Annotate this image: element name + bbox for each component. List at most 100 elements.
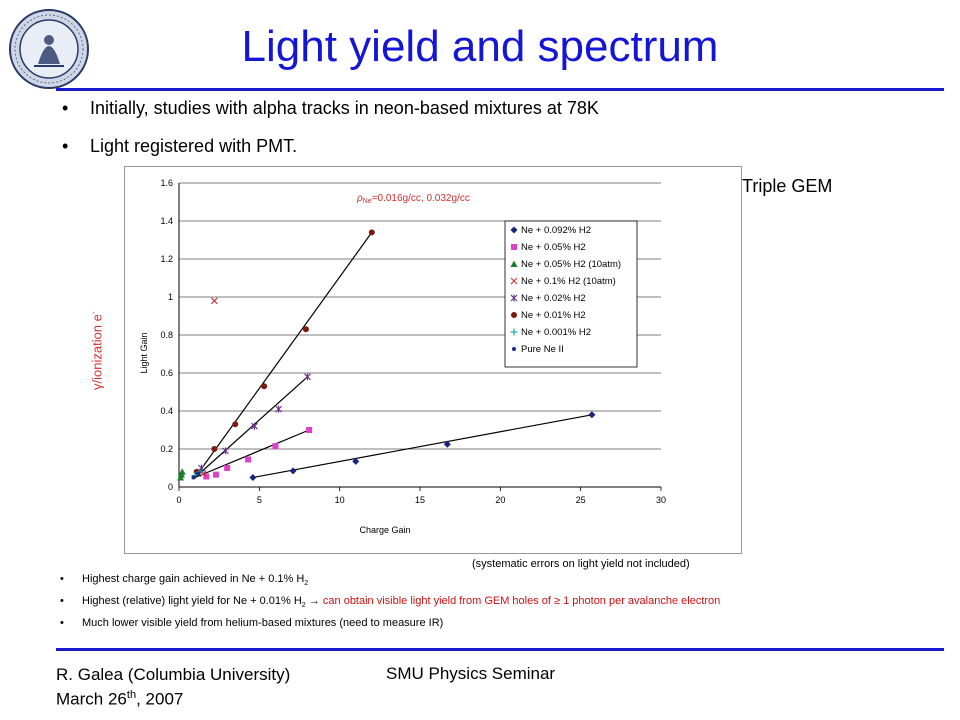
chart-y-tick-label: 0.6 [160, 368, 173, 378]
annotation-sub: Ne [363, 198, 372, 205]
chart-y-tick-label: 1.2 [160, 254, 173, 264]
footer-date-post: , 2007 [136, 689, 184, 709]
annotation-rest: =0.016g/cc, 0.032g/cc [372, 193, 470, 204]
chart-fit-lines [194, 232, 593, 479]
chart-x-tick-label: 15 [415, 495, 425, 505]
chart-fit-line [194, 429, 310, 479]
chart-legend: Ne + 0.092% H2 Ne + 0.05% H2 Ne + 0.05% H2… [504, 220, 638, 368]
chart-point [306, 427, 313, 433]
bottom-bullet-list: • Highest charge gain achieved in Ne + 0.… [60, 572, 720, 638]
chart-point [588, 411, 596, 419]
footer-author-date: R. Galea (Columbia University) March 26t… [56, 664, 290, 710]
chart-point [203, 473, 210, 480]
chart-y-tick-label: 0.2 [160, 444, 173, 454]
top-bullet-list: • Initially, studies with alpha tracks in… [62, 98, 599, 174]
chart-point [510, 328, 518, 336]
triple-gem-note: **Triple GEM [728, 176, 833, 196]
chart-x-label: Charge Gain [359, 525, 410, 535]
chart-point [510, 260, 518, 267]
bottom-bullet-text: Highest charge gain achieved in Ne + 0.1… [82, 573, 305, 585]
chart-y-tick-label: 1.6 [160, 178, 173, 188]
chart-point [224, 465, 231, 471]
chart-point [251, 422, 258, 430]
chart-x-tick-label: 5 [257, 495, 262, 505]
chart-point [249, 474, 257, 481]
chart-point [289, 467, 297, 475]
chart-point [443, 440, 451, 448]
footer-rule [56, 648, 944, 651]
bottom-bullet: • Much lower visible yield from helium-ba… [60, 617, 444, 629]
footer-date: March 26th, 2007 [56, 685, 290, 710]
bottom-bullet-highlight: can obtain visible light yield from GEM … [322, 595, 721, 607]
chart-tick-labels: 0 0.2 0.4 0.6 0.8 1 1.2 1.4 1.6 0 5 10 15 20 25 30 [160, 178, 666, 505]
chart-fit-line [194, 376, 308, 478]
chart-y-tick-label: 0.4 [160, 406, 173, 416]
chart-point [232, 421, 239, 428]
annotation-rho: ρ [356, 193, 363, 204]
legend-entry-label: Ne + 0.05% H2 (10atm) [521, 259, 621, 270]
legend-entry-label: Ne + 0.001% H2 [521, 327, 591, 338]
chart-point [245, 456, 252, 463]
chart-axes [178, 183, 662, 491]
footer-date-pre: March 26 [56, 689, 127, 709]
chart-point [211, 446, 218, 452]
systematic-errors-note: (systematic errors on light yield not in… [472, 558, 690, 570]
legend-entry-label: Ne + 0.02% H2 [521, 293, 586, 304]
legend-entry-label: Ne + 0.05% H2 [521, 242, 586, 253]
chart-point [510, 277, 518, 285]
legend-entry-label: Pure Ne II [521, 344, 564, 355]
bottom-bullet-text: Much lower visible yield from helium-bas… [82, 617, 444, 629]
chart-x-tick-label: 30 [656, 495, 666, 505]
chart-point [191, 475, 196, 480]
chart-point [261, 383, 268, 390]
chart-y-label: Light Gain [139, 332, 149, 373]
light-gain-chart: 0 0.2 0.4 0.6 0.8 1 1.2 1.4 1.6 0 5 10 15 20 25 30 Char… [139, 178, 666, 535]
bottom-bullet: • Highest (relative) light yield for Ne +… [60, 595, 721, 610]
top-bullet-text: Light registered with PMT. [90, 136, 298, 156]
outside-y-label-text: γ/ionization e [89, 314, 105, 390]
outside-y-label: γ/ionization e- [88, 311, 104, 390]
chart-x-tick-label: 25 [576, 495, 586, 505]
bottom-bullet: • Highest charge gain achieved in Ne + 0.… [60, 573, 309, 588]
chart-point [222, 447, 229, 455]
chart-point [196, 471, 201, 476]
chart-fit-line [252, 414, 593, 479]
chart-point [352, 457, 360, 465]
title-rule [56, 88, 944, 91]
chart-y-tick-label: 0 [168, 482, 173, 492]
chart-point [510, 226, 518, 234]
chart-x-tick-label: 20 [495, 495, 505, 505]
chart-point [275, 405, 283, 413]
chart-point [272, 443, 279, 450]
top-bullet-text: Initially, studies with alpha tracks in … [90, 98, 599, 118]
chart-fit-line [194, 232, 373, 478]
footer-seminar: SMU Physics Seminar [386, 664, 556, 683]
chart-point [511, 312, 517, 318]
footer-author: R. Galea (Columbia University) [56, 665, 291, 684]
chart-y-tick-label: 1 [168, 292, 173, 302]
chart-point [510, 294, 518, 302]
chart-point [178, 468, 186, 475]
chart-point [511, 244, 517, 250]
legend-box [504, 220, 638, 368]
bottom-bullet-sub: 2 [301, 601, 306, 610]
chart-panel: 0 0.2 0.4 0.6 0.8 1 1.2 1.4 1.6 0 5 10 15 20 25 30 Char… [124, 166, 742, 554]
bottom-bullet-sub: 2 [304, 579, 309, 588]
chart-point [212, 471, 219, 478]
outside-y-label-sup: - [88, 311, 98, 315]
top-bullet: • Initially, studies with alpha tracks in… [62, 98, 599, 118]
chart-density-annotation: ρNe=0.016g/cc, 0.032g/cc [356, 193, 470, 205]
chart-point [304, 373, 311, 381]
chart-y-tick-label: 0.8 [160, 330, 173, 340]
footer-date-sup: th [126, 689, 137, 701]
legend-entry-label: Ne + 0.092% H2 [521, 225, 591, 236]
chart-point [210, 297, 218, 305]
slide-title: Light yield and spectrum [241, 22, 719, 71]
chart-markers [177, 229, 596, 481]
legend-entry-label: Ne + 0.01% H2 [521, 310, 586, 321]
chart-point [368, 229, 375, 236]
chart-x-tick-label: 10 [335, 495, 345, 505]
bottom-bullet-text: Highest (relative) light yield for Ne + … [82, 595, 302, 607]
legend-entry-label: Ne + 0.1% H2 (10atm) [521, 276, 616, 287]
chart-x-tick-label: 0 [176, 495, 181, 505]
